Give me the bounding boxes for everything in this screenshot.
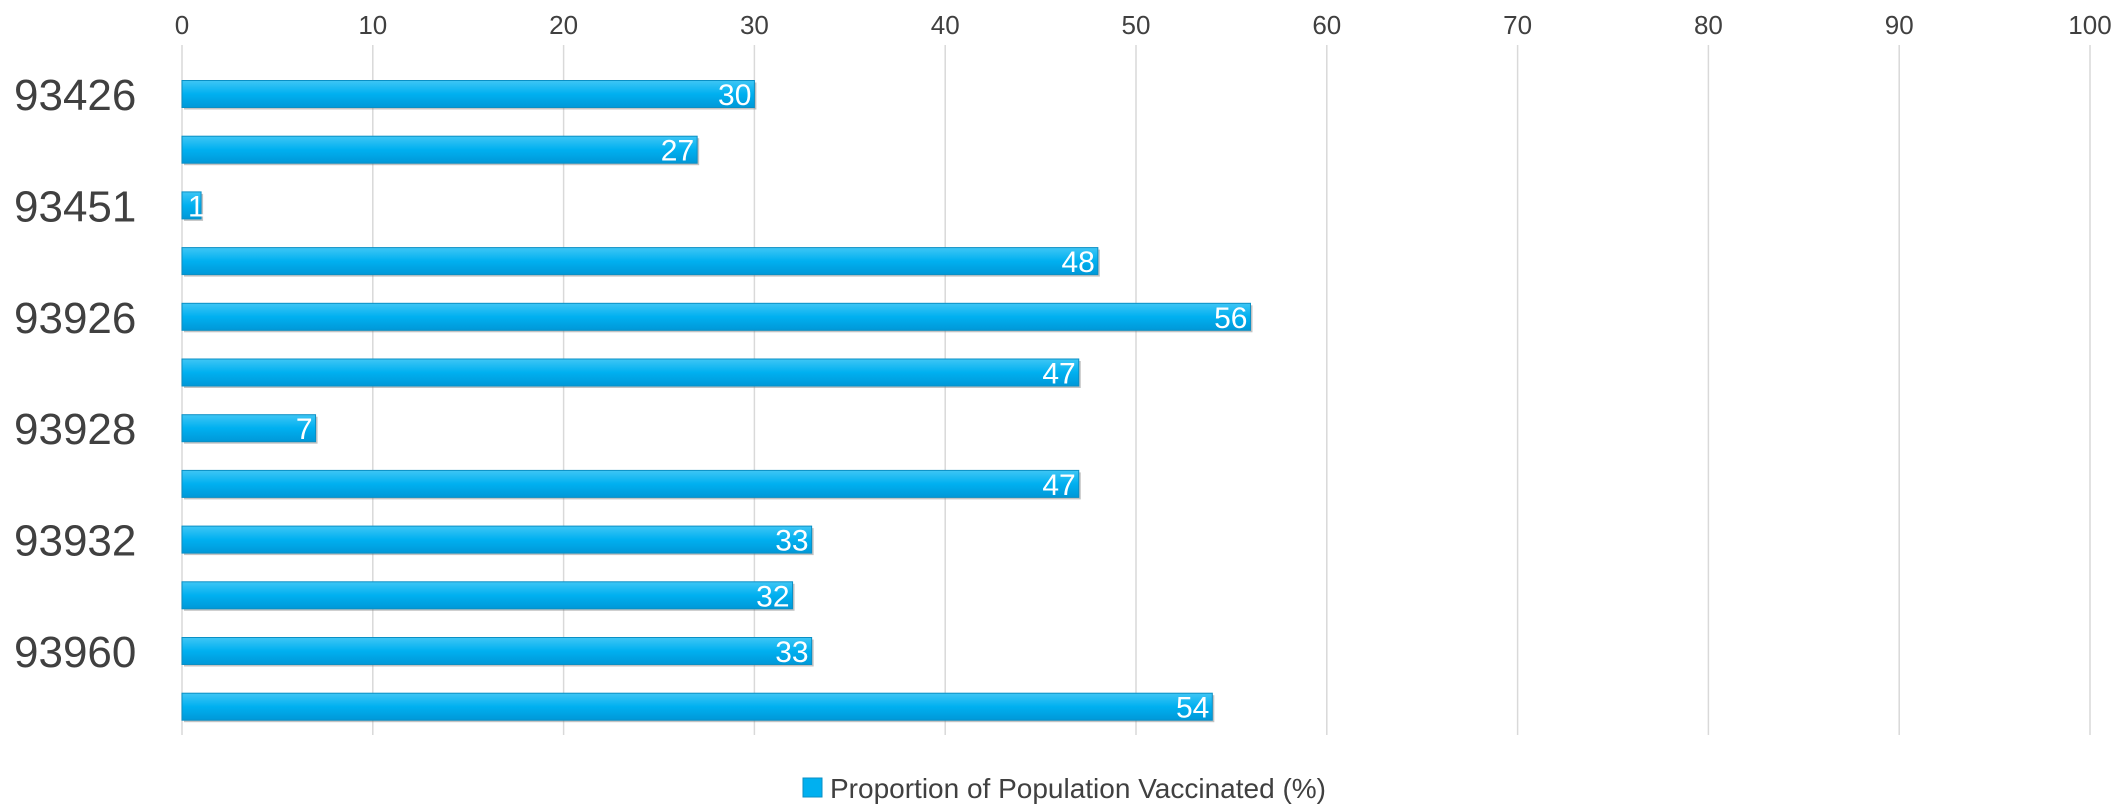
legend-label: Proportion of Population Vaccinated (%) — [830, 773, 1326, 804]
bar — [181, 191, 202, 220]
x-tick-label: 90 — [1885, 10, 1914, 40]
category-label: 93926 — [14, 294, 136, 343]
legend-swatch — [802, 777, 823, 798]
x-tick-label: 20 — [549, 10, 578, 40]
category-labels: 93426 93451 93926 93928 93932 93960 — [14, 71, 136, 677]
data-label: 47 — [1042, 358, 1075, 391]
data-label: 30 — [718, 79, 751, 112]
bar — [181, 637, 813, 665]
x-tick-label: 0 — [175, 10, 189, 40]
bar — [181, 581, 794, 610]
x-tick-label: 80 — [1694, 10, 1723, 40]
bar — [181, 525, 813, 554]
data-label: 47 — [1042, 469, 1075, 502]
data-label: 1 — [188, 190, 205, 223]
x-tick-label: 10 — [358, 10, 387, 40]
x-axis-ticks: 0 10 20 30 40 50 60 70 80 90 100 — [175, 10, 2112, 40]
bar — [181, 80, 755, 108]
category-label: 93928 — [14, 405, 136, 454]
data-label: 54 — [1176, 692, 1209, 725]
data-label: 32 — [756, 580, 789, 613]
bar — [181, 358, 1080, 387]
data-label: 56 — [1214, 302, 1247, 335]
bar — [181, 414, 317, 443]
x-tick-label: 70 — [1503, 10, 1532, 40]
bar — [181, 692, 1213, 721]
x-tick-label: 60 — [1312, 10, 1341, 40]
x-tick-label: 30 — [740, 10, 769, 40]
data-label: 33 — [775, 525, 808, 558]
data-label: 48 — [1061, 246, 1094, 279]
data-label: 27 — [661, 135, 694, 168]
x-tick-label: 40 — [931, 10, 960, 40]
data-label: 7 — [296, 413, 313, 446]
legend: Proportion of Population Vaccinated (%) — [802, 773, 1326, 804]
bar — [181, 135, 698, 164]
x-tick-label: 100 — [2068, 10, 2111, 40]
bars — [181, 80, 1253, 723]
category-label: 93960 — [14, 628, 136, 677]
bar — [181, 302, 1251, 331]
bar — [181, 247, 1099, 276]
x-tick-label: 50 — [1122, 10, 1151, 40]
data-labels: 30 27 1 48 56 47 7 47 33 32 33 54 — [188, 79, 1247, 725]
category-label: 93932 — [14, 517, 136, 566]
category-label: 93426 — [14, 71, 136, 120]
data-label: 33 — [775, 636, 808, 669]
category-label: 93451 — [14, 182, 136, 231]
bar — [181, 469, 1080, 498]
